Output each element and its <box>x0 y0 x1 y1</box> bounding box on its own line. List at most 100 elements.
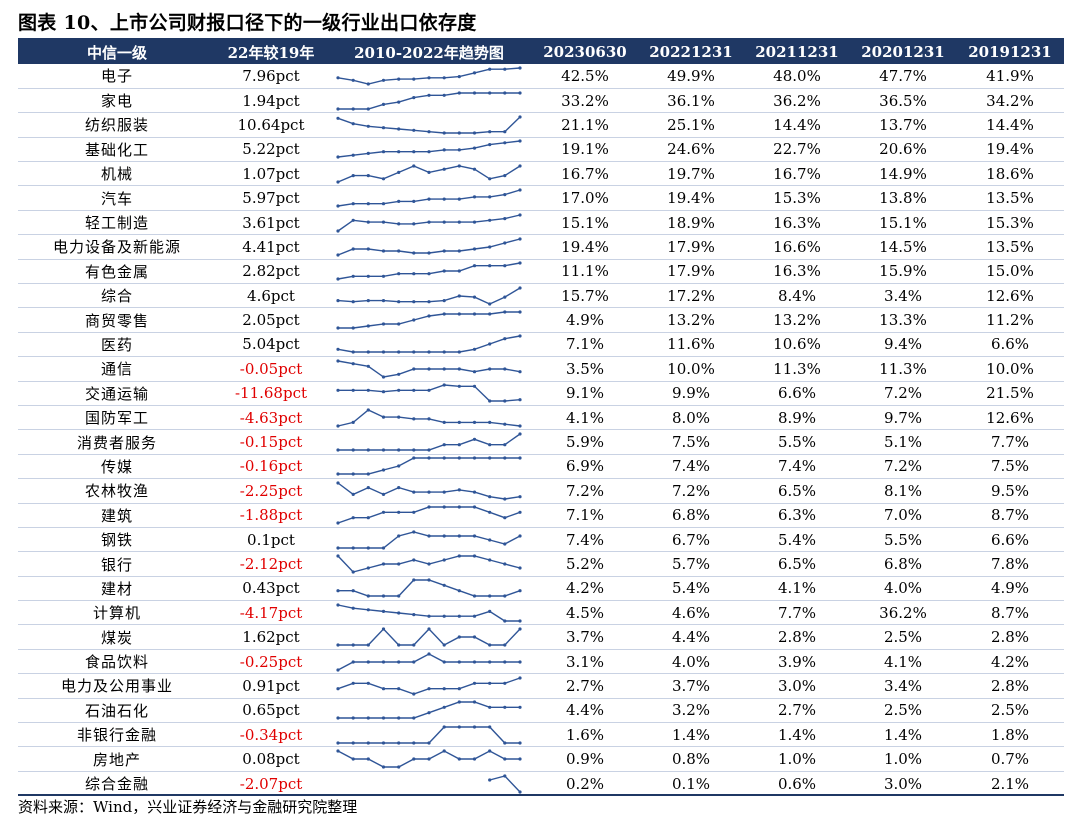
trend-point <box>427 314 431 318</box>
header-row: 中信一级 22年较19年 2010-2022年趋势图 20230630 2022… <box>18 40 1064 64</box>
dependency-value: 10.6% <box>744 332 850 358</box>
trend-point <box>366 408 370 412</box>
trend-point <box>427 490 431 494</box>
trend-point <box>336 643 340 647</box>
trend-point <box>397 100 401 104</box>
industry-name: 农林牧渔 <box>18 478 216 504</box>
dependency-value: 4.0% <box>850 576 956 602</box>
dependency-value: 1.0% <box>850 746 956 772</box>
industry-name: 通信 <box>18 356 216 382</box>
trend-point <box>412 510 416 515</box>
dependency-value: 7.4% <box>744 454 850 480</box>
trend-point <box>412 716 416 720</box>
trend-point <box>472 264 477 268</box>
trend-point <box>397 716 401 720</box>
table-row: 非银行金融 -0.34pct 1.6% 1.4% 1.4% 1.4% 1.8% <box>18 722 1064 748</box>
change-value: 2.82pct <box>216 259 326 285</box>
trend-point <box>442 659 446 664</box>
trend-point <box>351 716 355 720</box>
dependency-value: 19.4% <box>638 185 744 211</box>
trend-point <box>381 765 386 769</box>
trend-point <box>457 249 461 253</box>
table-row: 房地产 0.08pct 0.9% 0.8% 1.0% 1.0% 0.7% <box>18 746 1064 772</box>
trend-point <box>381 687 386 691</box>
change-value: 1.07pct <box>216 161 326 187</box>
trend-point <box>442 298 446 302</box>
dependency-value: 3.2% <box>638 698 744 724</box>
trend-point <box>427 456 431 461</box>
trend-point <box>351 472 355 477</box>
trend-point <box>427 299 431 304</box>
industry-name: 综合金融 <box>84 775 149 794</box>
industry-name: 消费者服务 <box>18 429 216 455</box>
trend-line <box>337 506 521 524</box>
dependency-value: 36.2% <box>850 600 956 626</box>
trend-point <box>518 115 522 119</box>
trend-point <box>488 399 492 403</box>
trend-point <box>488 367 492 371</box>
trend-point <box>503 443 507 447</box>
industry-name: 轻工制造 <box>18 210 216 236</box>
trend-point <box>366 546 370 550</box>
trend-point <box>336 749 340 753</box>
trend-point <box>336 155 340 159</box>
dependency-value: 5.1% <box>850 429 956 455</box>
trend-point <box>427 448 431 452</box>
trend-point <box>472 420 477 424</box>
trend-point <box>503 310 507 314</box>
trend-point <box>518 212 522 217</box>
trend-point <box>412 490 416 494</box>
trend-point <box>472 167 477 171</box>
trend-point <box>412 272 416 276</box>
dependency-value: 19.1% <box>532 137 638 163</box>
table-row: 建筑 -1.88pct 7.1% 6.8% 6.3% 7.0% 8.7% <box>18 503 1064 528</box>
dependency-value: 7.2% <box>532 478 638 504</box>
dependency-value: 3.9% <box>744 649 850 675</box>
trend-point <box>397 594 401 598</box>
trend-point <box>427 741 431 745</box>
trend-sparkline <box>336 603 522 623</box>
trend-point <box>397 741 401 745</box>
industry-name: 商贸零售 <box>18 307 216 333</box>
trend-point <box>427 197 431 201</box>
table-row: 纺织服装 10.64pct 21.1% 25.1% 14.4% 13.7% 14.4% <box>18 112 1064 138</box>
trend-point <box>397 199 401 204</box>
dependency-value: 8.7% <box>956 503 1064 528</box>
trend-point <box>381 102 386 106</box>
trend-point <box>351 122 355 126</box>
dependency-value: 2.7% <box>532 673 638 699</box>
trend-point <box>397 372 401 376</box>
trend-point <box>381 492 386 496</box>
industry-name: 交通运输 <box>18 381 216 406</box>
trend-point <box>381 298 386 302</box>
dependency-value: 3.7% <box>532 624 638 650</box>
change-value: 5.22pct <box>216 137 326 163</box>
trend-point <box>442 220 446 224</box>
change-value: -2.25pct <box>216 478 326 504</box>
industry-name: 银行 <box>18 551 216 577</box>
table-row: 煤炭 1.62pct 3.7% 4.4% 2.8% 2.5% 2.8% <box>18 624 1064 650</box>
trend-point <box>488 725 492 729</box>
trend-point <box>442 558 446 562</box>
dependency-value: 15.3% <box>744 185 850 211</box>
trend-point <box>503 741 507 745</box>
industry-name: 房地产 <box>18 746 216 772</box>
trend-point <box>427 350 431 355</box>
dependency-value: 3.4% <box>850 283 956 309</box>
trend-point <box>503 497 507 501</box>
trend-point <box>412 251 416 255</box>
dependency-value: 6.7% <box>638 527 744 553</box>
dependency-value: 14.4% <box>956 112 1064 138</box>
dependency-value: 8.7% <box>956 600 1064 626</box>
trend-point <box>366 566 370 570</box>
trend-point <box>472 659 477 664</box>
change-value: 0.65pct <box>216 698 326 724</box>
trend-sparkline <box>336 286 522 306</box>
dependency-value: 15.3% <box>956 210 1064 236</box>
dependency-value: 7.5% <box>638 429 744 455</box>
dependency-value: 22.7% <box>744 137 850 163</box>
trend-point <box>488 558 492 562</box>
dependency-value: 20.6% <box>850 137 956 163</box>
trend-sparkline <box>336 676 522 696</box>
trend-point <box>366 716 370 720</box>
